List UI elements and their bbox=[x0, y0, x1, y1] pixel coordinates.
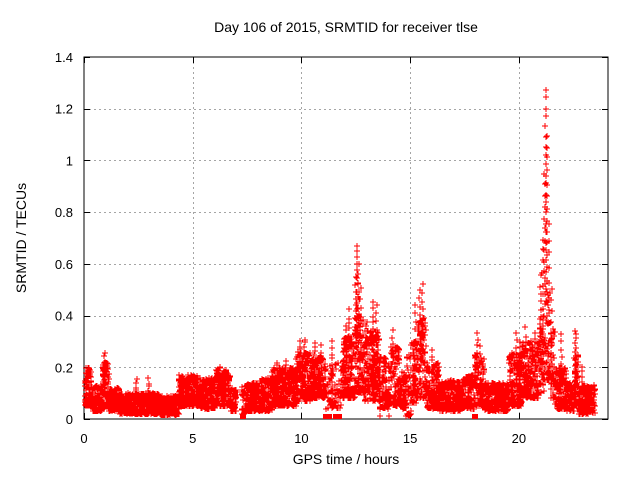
zero-value-square bbox=[472, 414, 478, 419]
y-tick-label: 0 bbox=[66, 412, 73, 427]
zero-value-square bbox=[326, 414, 332, 419]
y-tick-label: 0.8 bbox=[55, 205, 73, 220]
data-point-markers bbox=[118, 367, 234, 418]
data-point-markers bbox=[213, 349, 328, 417]
zero-value-square bbox=[336, 414, 342, 419]
zero-value-square bbox=[240, 414, 246, 419]
y-tick-label: 1.2 bbox=[55, 102, 73, 117]
x-tick-label: 0 bbox=[80, 431, 87, 446]
plot-border bbox=[83, 56, 609, 420]
y-axis-label: SRMTID / TECUs bbox=[13, 183, 29, 293]
x-tick-label: 15 bbox=[403, 431, 417, 446]
x-tick-label: 10 bbox=[294, 431, 308, 446]
data-point-markers bbox=[101, 87, 598, 419]
x-tick-label: 5 bbox=[189, 431, 196, 446]
y-tick-label: 1 bbox=[66, 153, 73, 168]
chart-title: Day 106 of 2015, SRMTID for receiver tls… bbox=[214, 19, 478, 35]
zero-value-squares bbox=[240, 414, 478, 419]
data-point-markers bbox=[396, 315, 487, 419]
data-point-markers bbox=[474, 290, 570, 414]
axis-ticks bbox=[84, 57, 608, 420]
y-tick-label: 1.4 bbox=[55, 50, 73, 65]
x-axis-label: GPS time / hours bbox=[293, 451, 400, 467]
y-tick-label: 0.4 bbox=[55, 309, 73, 324]
x-tick-label: 20 bbox=[512, 431, 526, 446]
y-tick-labels: 0 0.2 0.4 0.6 0.8 1 1.2 1.4 bbox=[55, 50, 73, 427]
x-tick-labels: 0 5 10 15 20 bbox=[80, 431, 526, 446]
y-tick-label: 0.2 bbox=[55, 360, 73, 375]
y-tick-label: 0.6 bbox=[55, 257, 73, 272]
scatter-data-points bbox=[82, 87, 598, 419]
